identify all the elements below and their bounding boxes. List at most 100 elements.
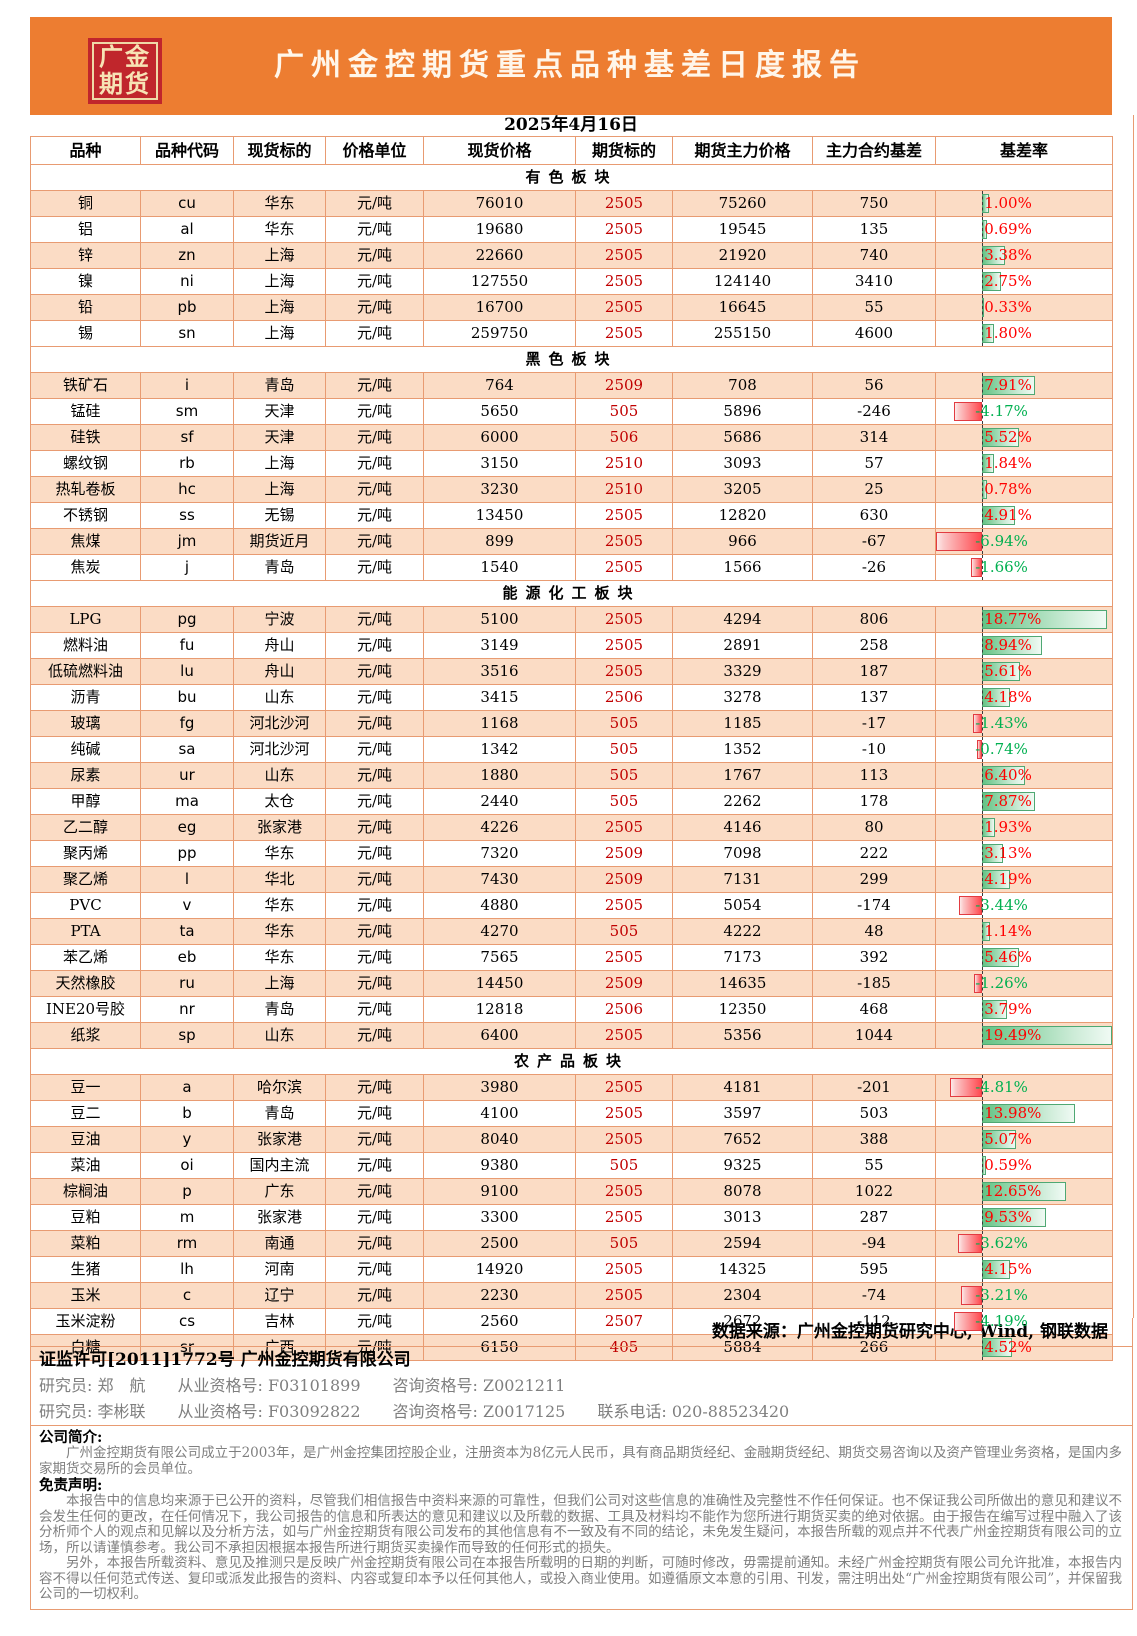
basis-axis-line bbox=[982, 763, 984, 788]
disclaimer-block: 公司简介: 广州金控期货有限公司成立于2003年，是广州金控集团控股企业，注册资… bbox=[31, 1426, 1132, 1609]
cell-code: rm bbox=[140, 1230, 234, 1257]
cell-basis-rate: -1.66% bbox=[935, 554, 1113, 581]
cell-spot-price: 13450 bbox=[423, 502, 576, 529]
basis-axis-line bbox=[982, 659, 984, 684]
basis-axis-line bbox=[982, 945, 984, 970]
basis-bar-negative bbox=[973, 974, 983, 993]
cell-price-unit: 元/吨 bbox=[325, 606, 424, 633]
cell-futures-price: 3597 bbox=[672, 1100, 813, 1127]
cell-code: a bbox=[140, 1074, 234, 1101]
cell-basis: 55 bbox=[812, 1152, 936, 1179]
basis-rate-value: 1.80% bbox=[984, 324, 1032, 342]
cell-spot-target: 上海 bbox=[233, 450, 326, 477]
table-row: 螺纹钢 rb 上海 元/吨 3150 2510 3093 57 1.84% bbox=[30, 450, 1113, 477]
basis-rate-value: 3.38% bbox=[984, 246, 1032, 264]
cell-basis-rate: -4.19% bbox=[935, 1308, 1113, 1335]
table-row: 镍 ni 上海 元/吨 127550 2505 124140 3410 2.75% bbox=[30, 268, 1113, 295]
cell-variety: 豆二 bbox=[30, 1100, 141, 1127]
table-row: 菜粕 rm 南通 元/吨 2500 505 2594 -94 -3.62% bbox=[30, 1230, 1113, 1257]
basis-rate-value: 3.13% bbox=[984, 844, 1032, 862]
cell-basis: 392 bbox=[812, 944, 936, 971]
cell-spot-price: 4270 bbox=[423, 918, 576, 945]
basis-axis-line bbox=[982, 1127, 984, 1152]
cell-basis-rate: 5.61% bbox=[935, 658, 1113, 685]
table-row: 天然橡胶 ru 上海 元/吨 14450 2509 14635 -185 -1.26% bbox=[30, 970, 1113, 997]
cell-futures-target: 2509 bbox=[575, 372, 673, 399]
table-row: 玉米 c 辽宁 元/吨 2230 2505 2304 -74 -3.21% bbox=[30, 1282, 1113, 1309]
cell-futures-price: 7173 bbox=[672, 944, 813, 971]
cell-code: pb bbox=[140, 294, 234, 321]
cell-spot-price: 3230 bbox=[423, 476, 576, 503]
table-row: 焦炭 j 青岛 元/吨 1540 2505 1566 -26 -1.66% bbox=[30, 554, 1113, 581]
cell-price-unit: 元/吨 bbox=[325, 450, 424, 477]
cell-code: j bbox=[140, 554, 234, 581]
cell-futures-price: 1185 bbox=[672, 710, 813, 737]
column-header: 品种 bbox=[30, 136, 141, 165]
cell-code: pg bbox=[140, 606, 234, 633]
cell-spot-target: 上海 bbox=[233, 242, 326, 269]
section-title: 农产品板块 bbox=[30, 1048, 1113, 1075]
cell-futures-price: 4222 bbox=[672, 918, 813, 945]
cell-price-unit: 元/吨 bbox=[325, 528, 424, 555]
cell-spot-target: 山东 bbox=[233, 762, 326, 789]
basis-rate-value: -4.19% bbox=[975, 1312, 1028, 1330]
table-row: 豆粕 m 张家港 元/吨 3300 2505 3013 287 9.53% bbox=[30, 1204, 1113, 1231]
cell-spot-price: 12818 bbox=[423, 996, 576, 1023]
cell-code: bu bbox=[140, 684, 234, 711]
cell-futures-target: 2505 bbox=[575, 268, 673, 295]
cell-spot-price: 6150 bbox=[423, 1334, 576, 1361]
basis-axis-line bbox=[982, 1231, 984, 1256]
cell-spot-target: 张家港 bbox=[233, 814, 326, 841]
cell-variety: LPG bbox=[30, 606, 141, 633]
cell-variety: 铅 bbox=[30, 294, 141, 321]
basis-rate-value: -3.21% bbox=[975, 1286, 1028, 1304]
cell-futures-price: 16645 bbox=[672, 294, 813, 321]
cell-variety: 聚乙烯 bbox=[30, 866, 141, 893]
basis-rate-value: 1.00% bbox=[984, 194, 1032, 212]
basis-bar-negative bbox=[950, 1078, 983, 1097]
cell-variety: 棕榈油 bbox=[30, 1178, 141, 1205]
cell-basis: -246 bbox=[812, 398, 936, 425]
cell-price-unit: 元/吨 bbox=[325, 502, 424, 529]
cell-futures-target: 2505 bbox=[575, 606, 673, 633]
cell-spot-target: 天津 bbox=[233, 424, 326, 451]
table-row: 白糖 sr 广西 元/吨 6150 405 5884 266 4.52% bbox=[30, 1334, 1113, 1361]
cell-spot-price: 5650 bbox=[423, 398, 576, 425]
cell-basis-rate: 4.19% bbox=[935, 866, 1113, 893]
cell-variety: 豆油 bbox=[30, 1126, 141, 1153]
table-row: 豆油 y 张家港 元/吨 8040 2505 7652 388 5.07% bbox=[30, 1126, 1113, 1153]
table-row: 锌 zn 上海 元/吨 22660 2505 21920 740 3.38% bbox=[30, 242, 1113, 269]
report-footer: 数据来源：广州金控期货研究中心, Wind, 钢联数据 证监许可[2011]17… bbox=[30, 1318, 1133, 1610]
cell-code: i bbox=[140, 372, 234, 399]
basis-rate-value: 5.07% bbox=[984, 1130, 1032, 1148]
basis-rate-value: 4.19% bbox=[984, 870, 1032, 888]
basis-axis-line bbox=[982, 295, 984, 320]
cell-futures-target: 505 bbox=[575, 398, 673, 425]
basis-rate-value: 0.78% bbox=[984, 480, 1032, 498]
cell-spot-price: 5100 bbox=[423, 606, 576, 633]
cell-price-unit: 元/吨 bbox=[325, 242, 424, 269]
cell-code: eg bbox=[140, 814, 234, 841]
cell-spot-price: 4100 bbox=[423, 1100, 576, 1127]
cell-variety: 铝 bbox=[30, 216, 141, 243]
basis-axis-line bbox=[982, 529, 984, 554]
cell-basis: -174 bbox=[812, 892, 936, 919]
cell-code: b bbox=[140, 1100, 234, 1127]
basis-rate-value: 5.52% bbox=[984, 428, 1032, 446]
cell-basis-rate: 3.13% bbox=[935, 840, 1113, 867]
cell-futures-price: 1566 bbox=[672, 554, 813, 581]
cell-futures-price: 9325 bbox=[672, 1152, 813, 1179]
cell-futures-price: 12820 bbox=[672, 502, 813, 529]
cell-futures-target: 2505 bbox=[575, 294, 673, 321]
cell-futures-price: 19545 bbox=[672, 216, 813, 243]
cell-basis: 222 bbox=[812, 840, 936, 867]
cell-spot-target: 上海 bbox=[233, 320, 326, 347]
cell-basis-rate: 0.33% bbox=[935, 294, 1113, 321]
cell-futures-price: 7652 bbox=[672, 1126, 813, 1153]
cell-spot-target: 上海 bbox=[233, 476, 326, 503]
basis-axis-line bbox=[982, 1101, 984, 1126]
basis-rate-value: 4.52% bbox=[984, 1338, 1032, 1356]
cell-futures-target: 2509 bbox=[575, 970, 673, 997]
basis-rate-value: -1.66% bbox=[975, 558, 1028, 576]
cell-spot-target: 华东 bbox=[233, 216, 326, 243]
